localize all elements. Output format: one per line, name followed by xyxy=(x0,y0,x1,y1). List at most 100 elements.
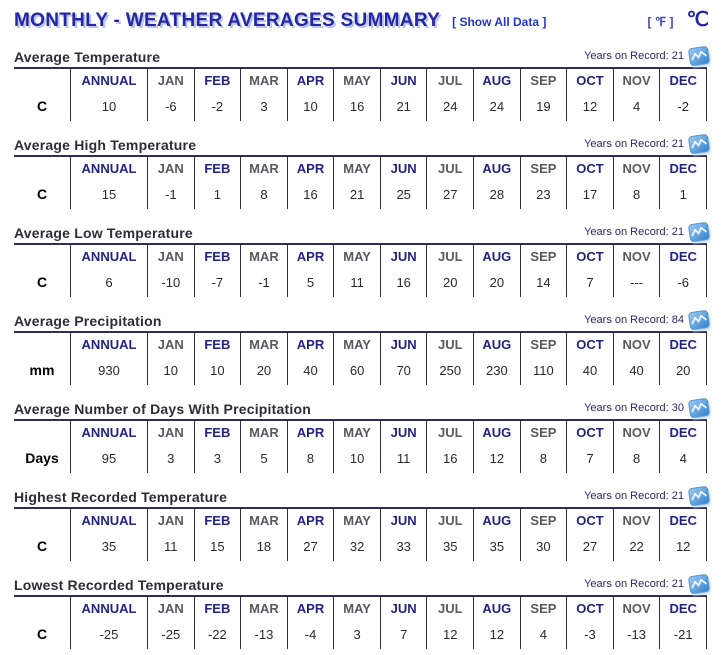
section-header: Average Low Temperature Years on Record:… xyxy=(14,222,710,243)
weather-section: Average Low Temperature Years on Record:… xyxy=(14,222,710,297)
section-title: Average Precipitation xyxy=(14,313,162,329)
unit-cell: C xyxy=(14,91,71,121)
weather-section: Highest Recorded Temperature Years on Re… xyxy=(14,486,710,561)
chart-wave-icon[interactable] xyxy=(688,398,710,419)
column-header-mar: MAR xyxy=(240,332,288,355)
column-header-may: MAY xyxy=(333,156,381,179)
value-cell-apr: 16 xyxy=(287,179,335,209)
value-cell-dec: -2 xyxy=(659,91,707,121)
value-cell-dec: 20 xyxy=(659,355,707,385)
value-cell-dec: 12 xyxy=(659,531,707,561)
value-cell-may: 21 xyxy=(333,179,381,209)
value-cell-jun: 11 xyxy=(380,443,428,473)
chart-wave-icon[interactable] xyxy=(688,486,710,507)
years-on-record-text: Years on Record: 21 xyxy=(584,226,684,238)
column-header-oct: OCT xyxy=(566,156,614,179)
value-cell-annual: 6 xyxy=(70,267,148,297)
column-header-feb: FEB xyxy=(194,68,242,91)
data-row: mm 930 10 10 20 40 60 70 250 230 110 40 40 20 xyxy=(14,355,707,385)
value-cell-nov: 4 xyxy=(613,91,661,121)
value-cell-jan: 11 xyxy=(147,531,195,561)
column-header-apr: APR xyxy=(287,420,335,443)
value-cell-oct: -3 xyxy=(566,619,614,649)
corner-cell xyxy=(14,596,71,619)
value-cell-oct: 40 xyxy=(566,355,614,385)
column-header-apr: APR xyxy=(287,244,335,267)
column-header-aug: AUG xyxy=(473,596,521,619)
column-header-dec: DEC xyxy=(659,508,707,531)
column-header-annual: ANNUAL xyxy=(70,68,148,91)
column-header-jul: JUL xyxy=(426,156,475,179)
column-header-jun: JUN xyxy=(380,156,428,179)
value-cell-may: 60 xyxy=(333,355,381,385)
column-header-sep: SEP xyxy=(520,68,568,91)
column-header-mar: MAR xyxy=(240,156,288,179)
value-cell-jan: 3 xyxy=(147,443,195,473)
value-cell-may: 10 xyxy=(333,443,381,473)
show-all-data-link[interactable]: [ Show All Data ] xyxy=(452,15,547,29)
column-header-mar: MAR xyxy=(240,68,288,91)
column-header-jan: JAN xyxy=(147,332,195,355)
column-header-feb: FEB xyxy=(194,332,242,355)
value-cell-annual: 10 xyxy=(70,91,148,121)
header-row: ANNUAL JAN FEB MAR APR MAY JUN JUL AUG SEP OCT NOV D… xyxy=(14,508,707,531)
column-header-dec: DEC xyxy=(659,68,707,91)
column-header-aug: AUG xyxy=(473,332,521,355)
column-header-sep: SEP xyxy=(520,244,568,267)
column-header-jan: JAN xyxy=(147,244,195,267)
section-title: Average Number of Days With Precipitatio… xyxy=(14,401,311,417)
fahrenheit-link[interactable]: [ ℉ ] xyxy=(647,15,674,29)
section-header: Lowest Recorded Temperature Years on Rec… xyxy=(14,574,710,595)
value-cell-aug: 20 xyxy=(473,267,521,297)
value-cell-apr: 27 xyxy=(287,531,335,561)
value-cell-sep: 30 xyxy=(520,531,568,561)
years-on-record: Years on Record: 21 xyxy=(584,134,710,155)
chart-wave-icon[interactable] xyxy=(688,46,710,67)
value-cell-dec: -21 xyxy=(659,619,707,649)
value-cell-feb: -7 xyxy=(194,267,242,297)
monthly-data-table: ANNUAL JAN FEB MAR APR MAY JUN JUL AUG SEP OCT NOV D… xyxy=(14,243,707,297)
header-row: ANNUAL JAN FEB MAR APR MAY JUN JUL AUG SEP OCT NOV D… xyxy=(14,244,707,267)
column-header-jan: JAN xyxy=(147,68,195,91)
column-header-jul: JUL xyxy=(426,596,475,619)
chart-wave-icon[interactable] xyxy=(688,574,710,595)
value-cell-aug: 230 xyxy=(473,355,521,385)
column-header-aug: AUG xyxy=(473,508,521,531)
value-cell-mar: 8 xyxy=(240,179,288,209)
years-on-record-text: Years on Record: 21 xyxy=(584,138,684,150)
years-on-record: Years on Record: 30 xyxy=(584,398,710,419)
section-title: Lowest Recorded Temperature xyxy=(14,577,224,593)
chart-wave-icon[interactable] xyxy=(688,222,710,243)
chart-wave-icon[interactable] xyxy=(688,310,710,331)
column-header-jul: JUL xyxy=(426,244,475,267)
years-on-record: Years on Record: 21 xyxy=(584,486,710,507)
column-header-nov: NOV xyxy=(613,244,661,267)
column-header-sep: SEP xyxy=(520,332,568,355)
chart-wave-icon[interactable] xyxy=(688,134,710,155)
weather-section: Average Precipitation Years on Record: 8… xyxy=(14,310,710,385)
section-title: Average Low Temperature xyxy=(14,225,193,241)
value-cell-apr: 10 xyxy=(287,91,335,121)
data-row: Days 95 3 3 5 8 10 11 16 12 8 7 8 4 xyxy=(14,443,707,473)
value-cell-may: 32 xyxy=(333,531,381,561)
section-title: Highest Recorded Temperature xyxy=(14,489,228,505)
weather-section: Lowest Recorded Temperature Years on Rec… xyxy=(14,574,710,649)
column-header-jul: JUL xyxy=(426,68,475,91)
value-cell-aug: 28 xyxy=(473,179,521,209)
column-header-may: MAY xyxy=(333,332,381,355)
corner-cell xyxy=(14,332,71,355)
value-cell-jun: 21 xyxy=(380,91,428,121)
value-cell-dec: 4 xyxy=(659,443,707,473)
value-cell-apr: 5 xyxy=(287,267,335,297)
column-header-may: MAY xyxy=(333,508,381,531)
column-header-mar: MAR xyxy=(240,420,288,443)
section-header: Highest Recorded Temperature Years on Re… xyxy=(14,486,710,507)
weather-section: Average Temperature Years on Record: 21 … xyxy=(14,46,710,121)
header-row: ANNUAL JAN FEB MAR APR MAY JUN JUL AUG SEP OCT NOV D… xyxy=(14,596,707,619)
monthly-data-table: ANNUAL JAN FEB MAR APR MAY JUN JUL AUG SEP OCT NOV D… xyxy=(14,155,707,209)
value-cell-mar: 18 xyxy=(240,531,288,561)
value-cell-apr: 40 xyxy=(287,355,335,385)
value-cell-may: 11 xyxy=(333,267,381,297)
value-cell-jan: -25 xyxy=(147,619,195,649)
column-header-oct: OCT xyxy=(566,244,614,267)
